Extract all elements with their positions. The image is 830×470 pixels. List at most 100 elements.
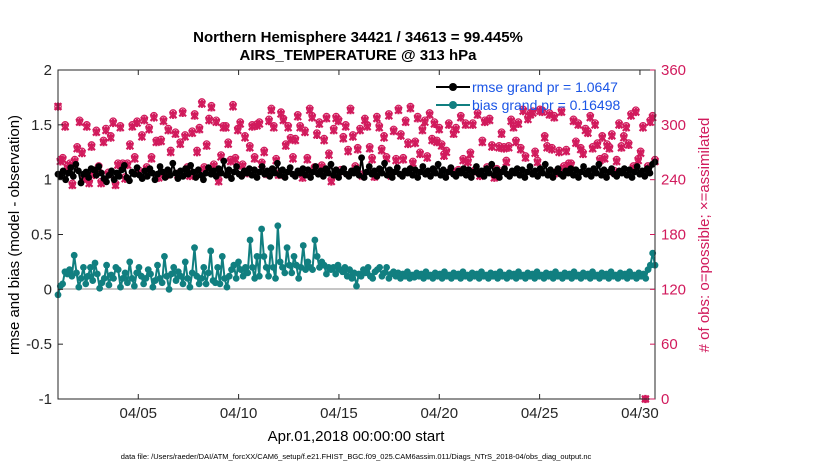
bias-point (86, 264, 94, 271)
obs-assimilated-point (634, 156, 643, 165)
obs-assimilated-point (195, 125, 204, 134)
obs-assimilated-point (58, 155, 67, 164)
obs-assimilated-point (614, 120, 624, 130)
rmse-point (544, 171, 552, 179)
rmse-point (332, 166, 340, 174)
rmse-point (358, 154, 366, 162)
obs-assimilated-point (396, 131, 406, 140)
obs-assimilated-point (77, 148, 87, 158)
obs-assimilated-point (190, 111, 199, 120)
bias-point (100, 274, 108, 282)
bias-point (154, 261, 161, 269)
bias-point (376, 264, 384, 271)
obs-assimilated-point (339, 134, 348, 143)
y-tick-label: 0 (44, 281, 52, 298)
bias-point (253, 253, 261, 260)
obs-assimilated-point (324, 150, 334, 160)
plot-area (58, 70, 655, 399)
rmse-point (470, 168, 478, 176)
rmse-point (600, 166, 608, 174)
obs-assimilated-point (485, 116, 494, 125)
bias-point (242, 264, 249, 271)
obs-assimilated-point (281, 141, 290, 151)
obs-assimilated-point (106, 133, 115, 142)
rmse-point (386, 166, 394, 174)
rmse-point (304, 166, 312, 174)
rmse-point (75, 167, 82, 175)
bias-point (279, 264, 286, 271)
rmse-point (251, 166, 258, 174)
rmse-point (161, 174, 169, 181)
obs-assimilated-point (547, 145, 557, 154)
obs-assimilated-point (156, 137, 166, 146)
rmse-point (592, 169, 600, 177)
obs-assimilated-point (518, 106, 528, 116)
obs-assimilated-point (348, 132, 358, 141)
obs-assimilated-point (631, 107, 640, 117)
rmse-point (154, 170, 161, 178)
obs-assimilated-point (132, 118, 142, 128)
rmse-point (187, 162, 195, 169)
rmse-point (340, 165, 348, 173)
obs-assimilated-point (403, 139, 413, 149)
rmse-point (437, 171, 445, 179)
bias-point (332, 270, 340, 278)
bias-point (244, 269, 252, 277)
rmse-point (169, 159, 177, 167)
obs-assimilated-point (578, 149, 588, 159)
rmse-point (427, 172, 434, 180)
bias-point (75, 283, 83, 291)
obs-assimilated-point (617, 143, 626, 152)
obs-assimilated-point (236, 119, 245, 129)
rmse-point (620, 165, 628, 173)
obs-assimilated-point (188, 128, 197, 138)
bias-point (364, 264, 372, 271)
legend: rmse grand pr = 1.0647 bias grand pr = 0… (436, 79, 620, 113)
obs-assimilated-point (622, 123, 631, 132)
chart-subtitle: AIRS_TEMPERATURE @ 313 hPa (240, 47, 478, 64)
bias-point (140, 280, 148, 288)
obs-assimilated-point (435, 125, 444, 134)
bias-point (202, 280, 210, 288)
y2-tick-label: 240 (661, 172, 686, 189)
x-tick-label: 04/20 (421, 405, 459, 422)
obs-assimilated-point (365, 144, 374, 153)
obs-assimilated-point (353, 145, 362, 154)
rmse-point (360, 174, 368, 181)
obs-count-layer (53, 98, 660, 404)
rmse-point (541, 160, 549, 168)
obs-assimilated-point (221, 123, 231, 132)
rmse-point (317, 167, 325, 175)
rmse-point (271, 169, 279, 177)
rmse-point (253, 174, 261, 181)
rmse-point (388, 174, 396, 181)
rmse-point (365, 163, 373, 170)
rmse-point (521, 174, 529, 181)
rmse-series (54, 154, 659, 187)
bias-point (272, 274, 279, 282)
obs-assimilated-point (168, 110, 178, 119)
bias-point (311, 236, 319, 244)
bias-point (70, 251, 78, 259)
obs-assimilated-point (399, 155, 408, 164)
obs-assimilated-point (418, 126, 427, 135)
rmse-point (179, 172, 187, 180)
obs-assimilated-point (487, 142, 497, 151)
rmse-point (603, 174, 610, 181)
obs-assimilated-point (82, 122, 91, 131)
obs-assimilated-point (346, 106, 355, 115)
rmse-point (598, 171, 605, 179)
bias-point (248, 264, 256, 271)
y2-tick-label: 300 (661, 117, 686, 134)
obs-assimilated-point (99, 138, 108, 147)
bias-point (93, 270, 101, 278)
rmse-point (646, 169, 654, 177)
rmse-point (189, 168, 197, 176)
rmse-point (108, 167, 115, 175)
bias-point (124, 279, 131, 287)
obs-assimilated-point (463, 158, 473, 167)
obs-assimilated-point (291, 136, 300, 145)
obs-assimilated-point (389, 127, 398, 136)
bias-point (216, 280, 224, 288)
